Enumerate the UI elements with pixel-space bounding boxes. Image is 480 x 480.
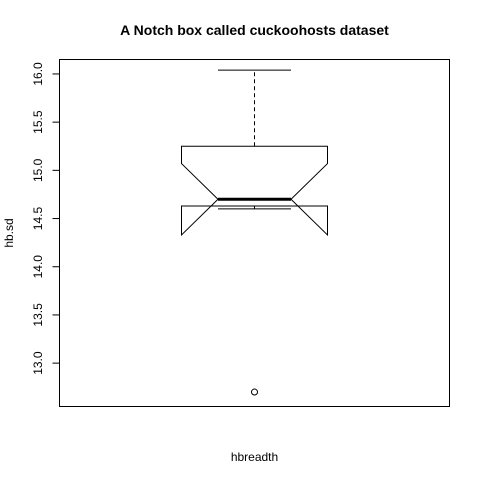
- y-axis-label: hb.sd: [2, 218, 16, 247]
- chart-title: A Notch box called cuckoohosts dataset: [120, 22, 389, 38]
- x-axis-label: hbreadth: [231, 450, 278, 464]
- y-tick-label: 14.5: [31, 207, 45, 231]
- y-tick-label: 15.5: [31, 110, 45, 134]
- y-tick-label: 15.0: [31, 158, 45, 182]
- notched-box: [181, 145, 328, 237]
- plot-frame: [59, 59, 450, 407]
- y-tick-label: 13.0: [31, 351, 45, 375]
- y-tick-label: 14.0: [31, 255, 45, 279]
- y-tick-label: 16.0: [31, 62, 45, 86]
- box-group: [181, 69, 328, 396]
- y-tick-label: 13.5: [31, 303, 45, 327]
- outlier-point: [251, 388, 258, 396]
- y-axis: 13.0 13.5 14.0 14.5 15.0 15.5 16.0: [31, 62, 60, 375]
